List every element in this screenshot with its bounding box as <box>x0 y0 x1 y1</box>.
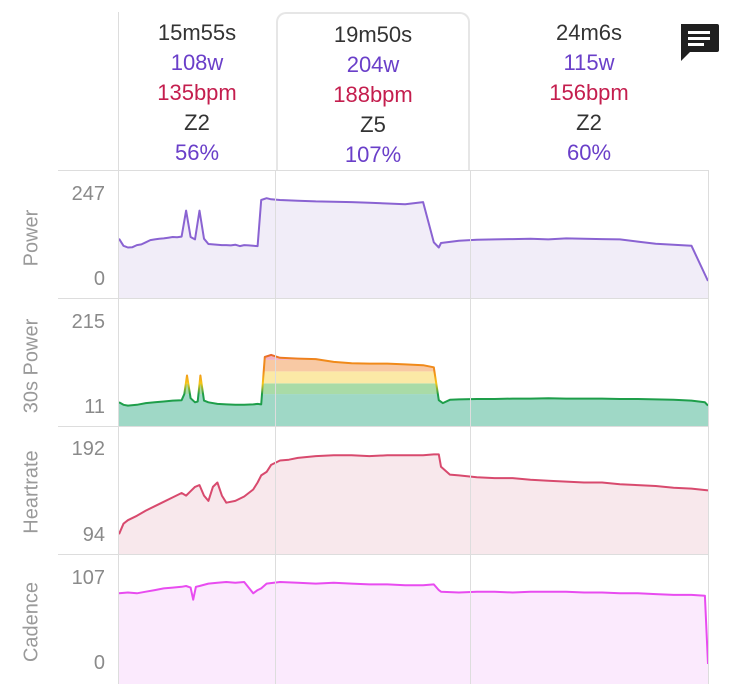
segment-heartrate: 188bpm <box>333 82 413 107</box>
tick-label-power-max: 247 <box>71 183 105 205</box>
tick-label-power-min: 0 <box>93 268 105 290</box>
panel-divider-top <box>58 170 708 171</box>
segment-duration: 19m50s <box>333 22 413 47</box>
panel-divider-2 <box>58 426 708 427</box>
segment-power: 115w <box>563 50 615 75</box>
separator-segment-2 <box>470 170 471 684</box>
cadence-line <box>118 581 709 665</box>
segment-heartrate: 156bpm <box>549 80 629 105</box>
segment-header-2[interactable]: 19m50s 204w 188bpm Z5 107% <box>276 12 470 170</box>
tick-label-hr-min: 94 <box>82 524 105 546</box>
tick-label-hr-max: 192 <box>71 438 105 460</box>
cadence-area <box>119 582 708 684</box>
zone-band-5 <box>119 354 708 360</box>
comment-icon <box>681 24 719 61</box>
segment-zone: Z2 <box>576 110 602 135</box>
segment-power: 108w <box>170 50 224 75</box>
separator-left <box>118 12 119 684</box>
panel-divider-1 <box>58 298 708 299</box>
heartrate-line <box>118 453 709 535</box>
separator-segment-1 <box>275 170 276 684</box>
tick-label-cad-min: 0 <box>93 652 105 674</box>
power-30s-line <box>118 353 709 407</box>
separator-right <box>708 170 709 684</box>
comment-button[interactable] <box>678 22 720 62</box>
segment-percent: 56% <box>174 140 220 165</box>
segment-power: 204w <box>346 52 400 77</box>
segment-zone: Z2 <box>184 110 210 135</box>
power-line <box>118 197 709 282</box>
power-30s-zone-fill <box>119 354 708 426</box>
segment-zone: Z5 <box>360 112 386 137</box>
power-area <box>119 198 708 298</box>
segment-header-1[interactable]: 15m55s 108w 135bpm Z2 56% <box>119 12 275 170</box>
segment-duration: 24m6s <box>555 20 623 45</box>
heartrate-area <box>119 454 708 554</box>
segment-heartrate: 135bpm <box>157 80 237 105</box>
segment-percent: 107% <box>344 142 402 167</box>
segment-duration: 15m55s <box>157 20 237 45</box>
tick-label-30s-min: 11 <box>84 396 105 418</box>
zone-band-3 <box>119 371 708 384</box>
segment-percent: 60% <box>566 140 612 165</box>
segment-header-3[interactable]: 24m6s 115w 156bpm Z2 60% <box>470 12 708 170</box>
zone-band-2 <box>119 383 708 395</box>
tick-label-30s-max: 215 <box>71 311 105 333</box>
panel-divider-3 <box>58 554 708 555</box>
tick-label-cad-max: 107 <box>71 567 105 589</box>
